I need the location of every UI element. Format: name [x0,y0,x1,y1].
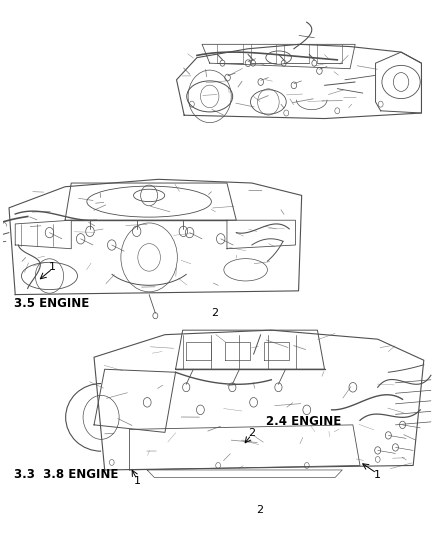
Text: 2: 2 [211,308,218,318]
Text: 3.5 ENGINE: 3.5 ENGINE [14,297,89,310]
Text: 1: 1 [373,470,380,480]
Text: 1: 1 [133,476,140,486]
Text: 2: 2 [257,505,264,515]
Text: 2.4 ENGINE: 2.4 ENGINE [266,415,341,429]
Text: 1: 1 [49,262,56,271]
Text: 2: 2 [248,427,255,438]
Text: 3.3  3.8 ENGINE: 3.3 3.8 ENGINE [14,468,118,481]
